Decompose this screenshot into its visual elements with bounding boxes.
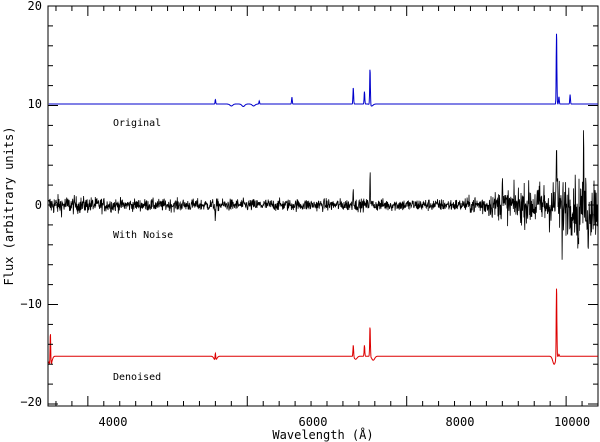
- with-noise-spectrum-line: [48, 130, 599, 260]
- annotation-with-noise: With Noise: [113, 230, 173, 241]
- x-axis-title: Wavelength (Å): [272, 427, 373, 442]
- y-tick-label-0: 0: [35, 198, 42, 212]
- y-axis-title: Flux (arbitrary units): [2, 127, 16, 286]
- plot-frame: [47, 5, 599, 407]
- annotation-original: Original: [113, 118, 161, 129]
- y-tick-label-minus10: −10: [20, 297, 42, 311]
- annotation-denoised: Denoised: [113, 372, 161, 383]
- denoised-spectrum-line: [48, 288, 598, 366]
- series-layer: [48, 33, 599, 366]
- original-spectrum-line: [48, 33, 598, 107]
- ticks-layer: [48, 5, 599, 406]
- x-tick-label-8000: 8000: [446, 415, 475, 429]
- y-tick-label-20: 20: [28, 0, 42, 13]
- x-tick-label-10000: 10000: [554, 415, 590, 429]
- y-tick-label-10: 10: [28, 97, 42, 111]
- x-tick-label-6000: 6000: [299, 415, 328, 429]
- y-tick-label-minus20: −20: [20, 395, 42, 409]
- x-tick-label-4000: 4000: [99, 415, 128, 429]
